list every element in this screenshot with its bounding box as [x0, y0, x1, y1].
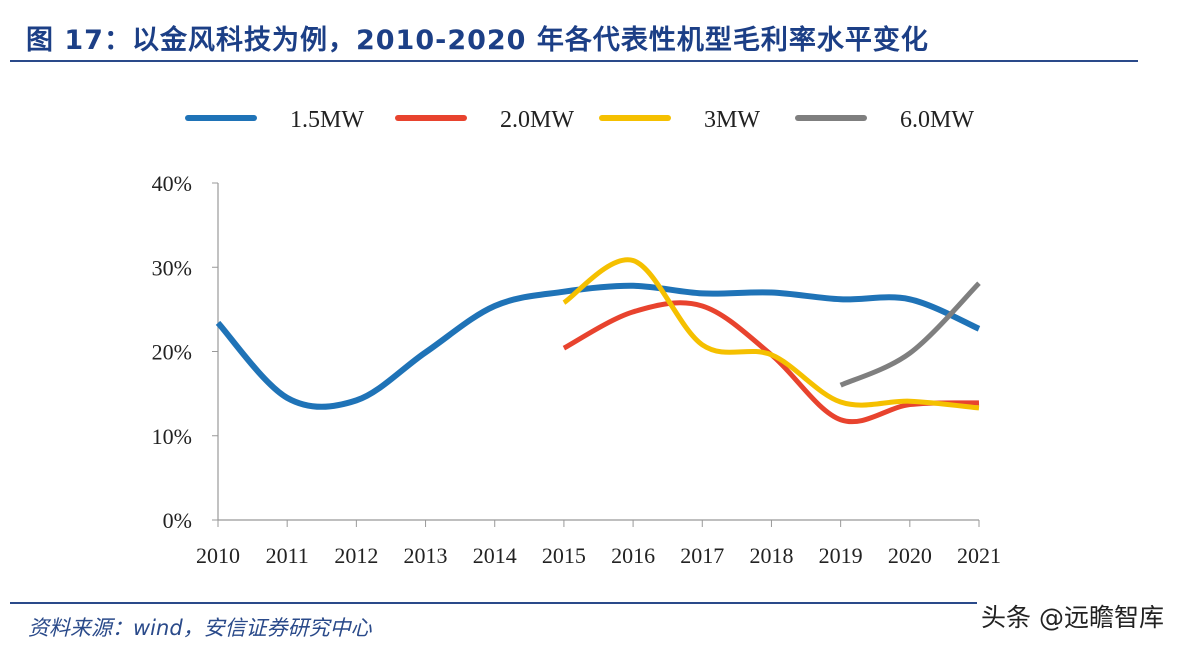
legend-label: 1.5MW	[290, 107, 364, 133]
x-tick-label: 2019	[819, 543, 863, 568]
x-tick-label: 2012	[334, 543, 378, 568]
legend-label: 2.0MW	[500, 107, 574, 133]
source-rule	[10, 602, 1130, 604]
y-tick-label: 30%	[152, 255, 192, 280]
series-line-1_5mw	[215, 282, 981, 410]
x-tick-label: 2013	[404, 543, 448, 568]
x-tick-label: 2016	[611, 543, 655, 568]
legend-label: 3MW	[704, 107, 760, 133]
x-tick-label: 2018	[749, 543, 793, 568]
x-tick-label: 2015	[542, 543, 586, 568]
legend-label: 6.0MW	[900, 107, 974, 133]
x-tick-label: 2021	[957, 543, 1001, 568]
x-tick-label: 2011	[266, 543, 309, 568]
title-rule	[10, 60, 1138, 62]
source-note: 资料来源：wind，安信证券研究中心	[28, 616, 372, 640]
x-tick-label: 2010	[196, 543, 240, 568]
watermark: 头条 @远瞻智库	[977, 598, 1168, 634]
y-tick-label: 0%	[163, 508, 192, 533]
series-line-3mw	[562, 257, 980, 411]
x-tick-label: 2020	[888, 543, 932, 568]
y-tick-label: 20%	[152, 340, 192, 365]
x-tick-label: 2017	[680, 543, 724, 568]
y-tick-label: 10%	[152, 424, 192, 449]
x-tick-label: 2014	[473, 543, 517, 568]
figure-title: 图 17：以金风科技为例，2010-2020 年各代表性机型毛利率水平变化	[26, 25, 929, 56]
y-tick-label: 40%	[152, 171, 192, 196]
